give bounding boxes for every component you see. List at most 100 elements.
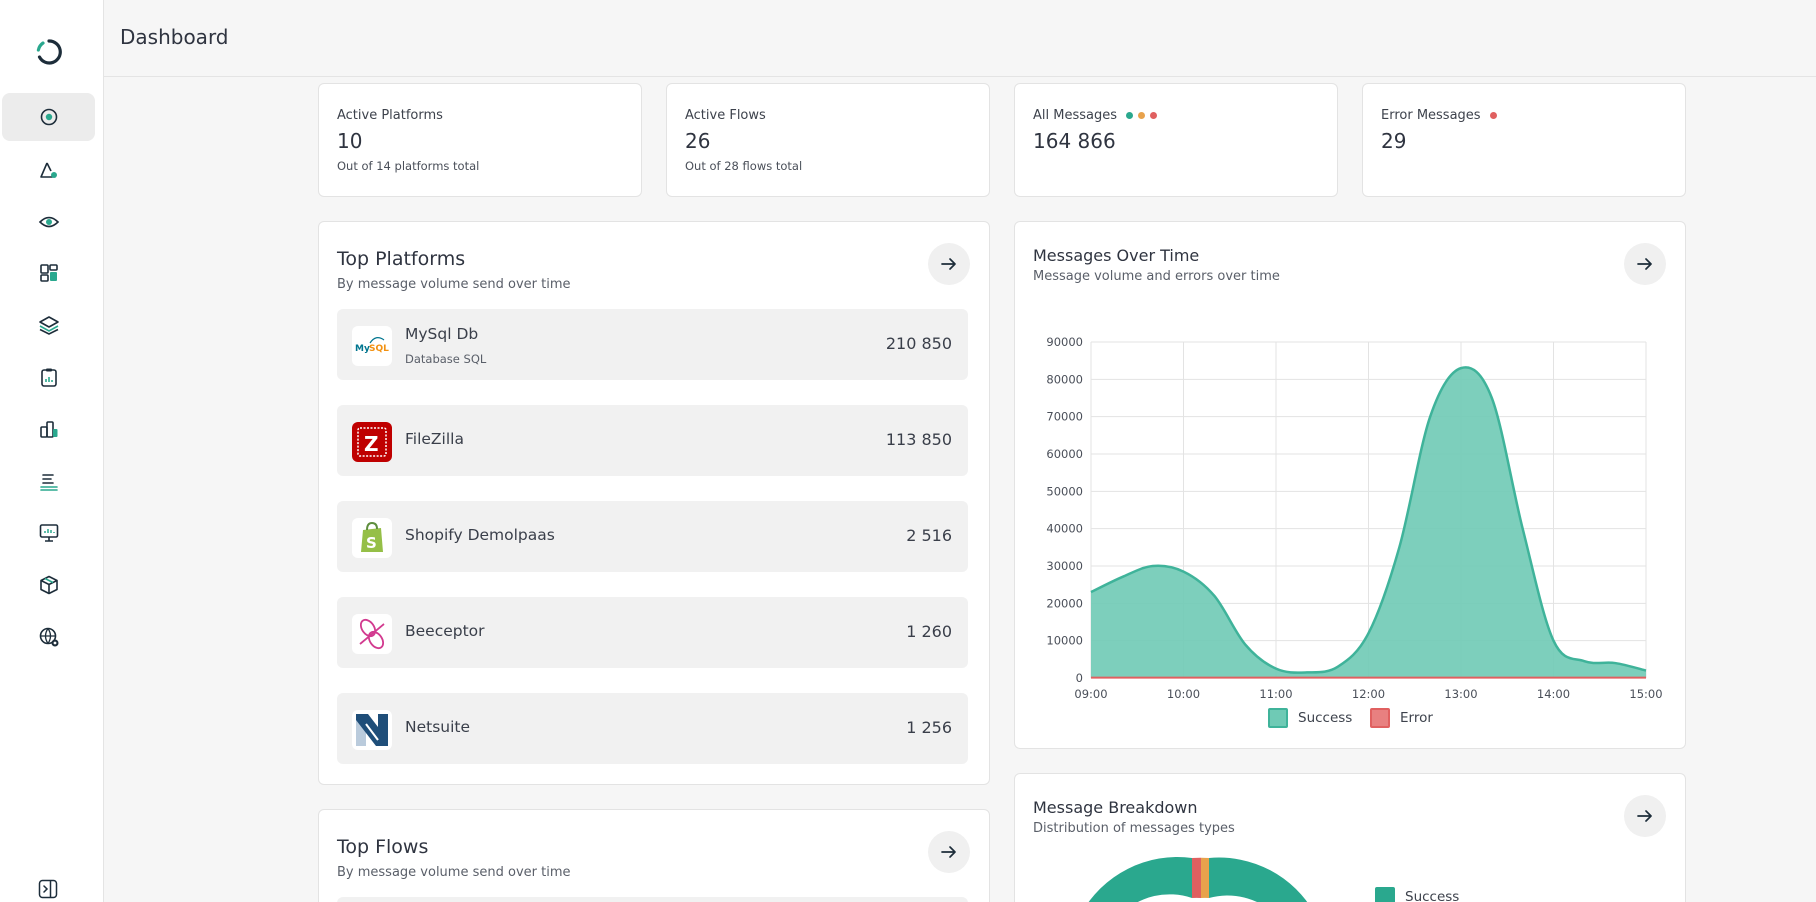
stat-label: Error Messages [1381, 108, 1497, 123]
x-tick-label: 15:00 [1629, 687, 1662, 701]
svg-text:My: My [355, 344, 370, 354]
messages-over-time-card: Messages Over Time Message volume and er… [1014, 221, 1686, 749]
y-tick-label: 60000 [1046, 447, 1083, 461]
sidebar-item-platforms[interactable] [2, 147, 95, 195]
platform-row[interactable]: Beeceptor 1 260 [337, 597, 968, 668]
sidebar-item-monitoring[interactable] [2, 198, 95, 246]
x-tick-label: 12:00 [1352, 687, 1385, 701]
flow-row[interactable] [337, 897, 968, 902]
stat-subtext: Out of 14 platforms total [337, 159, 480, 173]
stat-card-active-flows: Active Flows 26 Out of 28 flows total [666, 83, 990, 197]
platform-row[interactable]: My SQL MySql Db Database SQL 210 850 [337, 309, 968, 380]
x-tick-label: 13:00 [1444, 687, 1477, 701]
sidebar-item-analytics[interactable] [2, 405, 95, 453]
card-subtitle: Message volume and errors over time [1033, 269, 1280, 284]
stat-card-all-messages: All Messages 164 866 [1014, 83, 1338, 197]
stat-value: 26 [685, 129, 711, 153]
stat-card-active-platforms: Active Platforms 10 Out of 14 platforms … [318, 83, 642, 197]
mysql-logo-icon: My SQL [352, 326, 392, 366]
x-tick-label: 10:00 [1167, 687, 1200, 701]
stat-value: 164 866 [1033, 129, 1116, 153]
box-icon [39, 575, 58, 595]
y-tick-label: 50000 [1046, 484, 1083, 498]
card-subtitle: Distribution of messages types [1033, 821, 1235, 836]
grid-icon [39, 264, 58, 282]
status-dot-warning [1138, 112, 1145, 119]
donut-slice-warning [1201, 857, 1209, 898]
legend-swatch-error [1370, 708, 1390, 728]
platform-name: Shopify Demolpaas [405, 526, 555, 544]
legend-error[interactable]: Error [1370, 708, 1433, 728]
stat-label: Active Platforms [337, 108, 443, 123]
card-title: Top Flows [337, 836, 429, 858]
sidebar-item-global-settings[interactable] [2, 613, 95, 661]
app-logo-icon[interactable] [34, 37, 64, 67]
monitor-icon [39, 524, 58, 542]
arrow-right-icon [1637, 810, 1652, 822]
top-platforms-card: Top Platforms By message volume send ove… [318, 221, 990, 785]
y-tick-label: 70000 [1046, 410, 1083, 424]
view-messages-button[interactable] [1624, 243, 1666, 285]
platform-count: 1 256 [906, 718, 952, 737]
legend-label: Success [1298, 710, 1353, 726]
beeceptor-logo-icon [352, 614, 392, 654]
breakdown-legend-success[interactable]: Success [1375, 887, 1459, 902]
arrow-right-icon [941, 846, 956, 858]
y-tick-label: 30000 [1046, 559, 1083, 573]
x-tick-label: 09:00 [1074, 687, 1107, 701]
view-breakdown-button[interactable] [1624, 795, 1666, 837]
view-flows-button[interactable] [928, 831, 970, 873]
y-tick-label: 40000 [1046, 522, 1083, 536]
view-platforms-button[interactable] [928, 243, 970, 285]
stat-subtext: Out of 28 flows total [685, 159, 803, 173]
arrow-right-icon [941, 258, 956, 270]
svg-text:S: S [366, 534, 377, 552]
stat-card-error-messages: Error Messages 29 [1362, 83, 1686, 197]
eye-icon [38, 216, 59, 228]
stat-value: 29 [1381, 129, 1407, 153]
donut-slice-error [1192, 857, 1201, 898]
card-subtitle: By message volume send over time [337, 865, 571, 880]
series-success-area [1091, 367, 1646, 678]
platform-row[interactable]: Netsuite 1 256 [337, 693, 968, 764]
sidebar-item-screens[interactable] [2, 509, 95, 557]
sidebar-item-layers[interactable] [2, 301, 95, 349]
legend-label: Error [1400, 710, 1433, 726]
y-tick-label: 80000 [1046, 372, 1083, 386]
stat-label: Active Flows [685, 108, 766, 123]
filezilla-logo-icon: Z [352, 422, 392, 462]
svg-text:SQL: SQL [369, 344, 389, 354]
message-breakdown-card: Message Breakdown Distribution of messag… [1014, 773, 1686, 902]
layers-icon [38, 316, 59, 335]
status-dot-error [1489, 112, 1497, 119]
bar-chart-icon [39, 421, 57, 438]
card-title: Messages Over Time [1033, 246, 1200, 265]
clipboard-icon [40, 368, 57, 387]
sidebar-item-packages[interactable] [2, 561, 95, 609]
platform-count: 113 850 [885, 430, 952, 449]
sidebar-item-logs[interactable] [2, 457, 95, 505]
sidebar-item-reports[interactable] [2, 353, 95, 401]
sidebar-item-dashboard[interactable] [2, 93, 95, 141]
y-tick-label: 10000 [1046, 634, 1083, 648]
netsuite-logo-icon [352, 710, 392, 750]
card-title: Message Breakdown [1033, 798, 1198, 817]
messages-chart: 0 10000 20000 30000 40000 50000 60000 70000 8000… [1046, 335, 1662, 701]
svg-text:Z: Z [364, 432, 379, 456]
platform-row[interactable]: Z FileZilla 113 850 [337, 405, 968, 476]
collapse-sidebar-icon[interactable] [38, 879, 58, 899]
platform-count: 1 260 [906, 622, 952, 641]
platform-icon [39, 162, 57, 178]
top-flows-card: Top Flows By message volume send over ti… [318, 809, 990, 902]
series-success-line [1090, 366, 1647, 674]
platform-row[interactable]: S Shopify Demolpaas 2 516 [337, 501, 968, 572]
legend-success[interactable]: Success [1268, 708, 1352, 728]
x-tick-label: 14:00 [1537, 687, 1570, 701]
sidebar-item-widgets[interactable] [2, 249, 95, 297]
card-subtitle: By message volume send over time [337, 277, 571, 292]
platform-count: 2 516 [906, 526, 952, 545]
status-dot-error [1150, 112, 1157, 119]
globe-gear-icon [39, 627, 58, 647]
legend-swatch-success [1375, 887, 1395, 902]
donut-slice-success-right [1209, 857, 1308, 902]
